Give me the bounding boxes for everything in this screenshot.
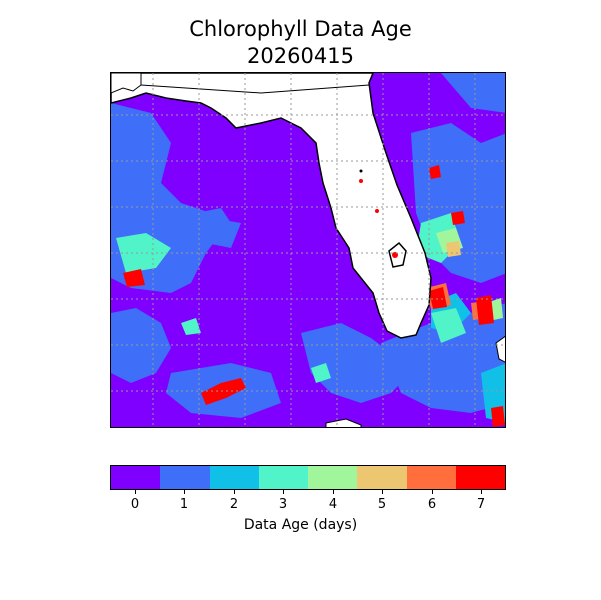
alabama-coast: [111, 73, 142, 94]
colorbar-tick-mark: [382, 490, 383, 494]
colorbar-tick-mark: [184, 490, 185, 494]
colorbar-tick-mark: [135, 490, 136, 494]
colorbar-segment-6: [406, 466, 456, 489]
chart-subtitle-date: 20260415: [247, 44, 354, 68]
colorbar-tick-mark: [333, 490, 334, 494]
bahamas-island: [495, 335, 505, 363]
colorbar-segment-5: [357, 466, 407, 489]
colorbar-segment-1: [160, 466, 210, 489]
florida-landmass: [111, 73, 432, 339]
data-age-7-patches: [123, 165, 505, 427]
colorbar-tick-mark: [432, 490, 433, 494]
colorbar-tick-mark: [481, 490, 482, 494]
chart-title: Chlorophyll Data Age: [189, 17, 412, 41]
colorbar-tick-label: 7: [476, 497, 486, 512]
colorbar-tick-label: 5: [377, 497, 387, 512]
cuba-coast: [325, 418, 362, 427]
map-canvas: [111, 73, 505, 427]
colorbar-label: Data Age (days): [243, 517, 358, 533]
colorbar-segment-7: [455, 466, 505, 489]
data-age-5-patches: [446, 241, 461, 257]
state-border: [140, 84, 370, 94]
colorbar-tick-mark: [234, 490, 235, 494]
map-panel: [110, 72, 506, 428]
colorbar: [110, 465, 506, 490]
colorbar-segment-3: [258, 466, 308, 489]
colorbar-tick-label: 2: [229, 497, 239, 512]
colorbar-tick-label: 3: [278, 497, 288, 512]
colorbar-segment-2: [209, 466, 259, 489]
colorbar-tick-label: 0: [130, 497, 140, 512]
colorbar-tick-label: 1: [179, 497, 189, 512]
colorbar-tick-label: 6: [427, 497, 437, 512]
map-grid: [111, 73, 505, 427]
colorbar-segment-0: [111, 466, 161, 489]
land: [111, 73, 505, 427]
colorbar-tick-mark: [283, 490, 284, 494]
colorbar-segment-4: [308, 466, 358, 489]
colorbar-tick-label: 4: [328, 497, 338, 512]
